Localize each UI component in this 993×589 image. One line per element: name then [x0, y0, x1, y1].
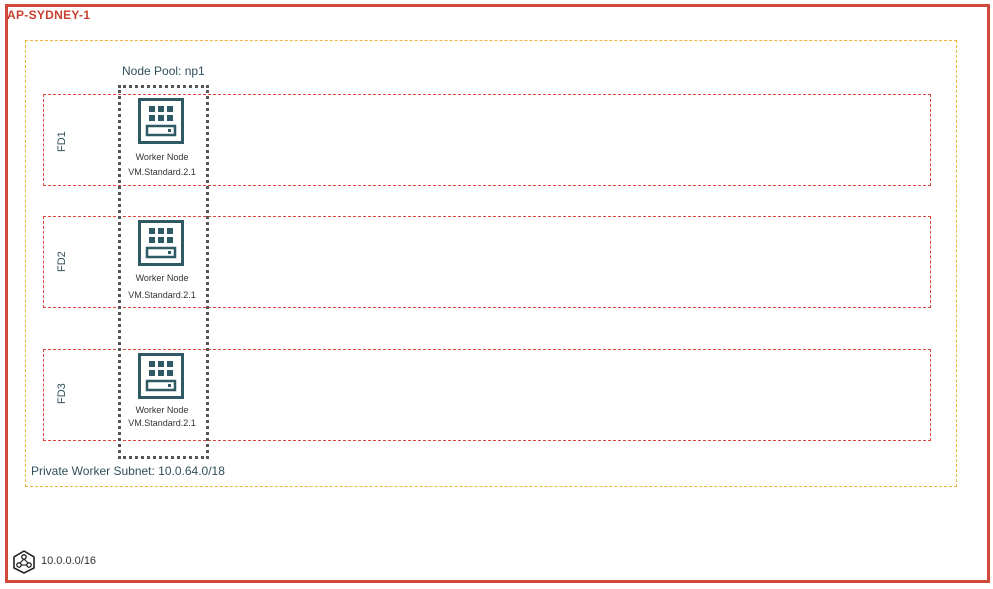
node-pool-box	[118, 85, 209, 459]
worker-node-2-name: Worker Node	[135, 273, 189, 283]
node-pool-label: Node Pool: np1	[122, 64, 205, 78]
worker-node-3-shape: VM.Standard.2.1	[128, 418, 196, 428]
worker-node-icon	[138, 353, 184, 399]
worker-node-2-shape: VM.Standard.2.1	[128, 290, 196, 300]
subnet-label: Private Worker Subnet: 10.0.64.0/18	[31, 464, 225, 478]
network-icon	[13, 550, 35, 574]
fault-domain-2-label: FD2	[56, 251, 68, 272]
private-worker-subnet-box	[25, 40, 957, 487]
fault-domain-3-box	[43, 349, 931, 441]
fault-domain-2-box	[43, 216, 931, 308]
region-title: AP-SYDNEY-1	[7, 8, 91, 22]
vcn-cidr-label: 10.0.0.0/16	[41, 555, 97, 567]
worker-node-3-name: Worker Node	[135, 405, 189, 415]
fault-domain-1-label: FD1	[56, 131, 68, 152]
region-box	[5, 4, 990, 583]
worker-node-icon	[138, 98, 184, 144]
worker-node-1-name: Worker Node	[135, 152, 189, 162]
worker-node-icon	[138, 220, 184, 266]
worker-node-1-shape: VM.Standard.2.1	[128, 167, 196, 177]
fault-domain-3-label: FD3	[56, 383, 68, 404]
fault-domain-1-box	[43, 94, 931, 186]
